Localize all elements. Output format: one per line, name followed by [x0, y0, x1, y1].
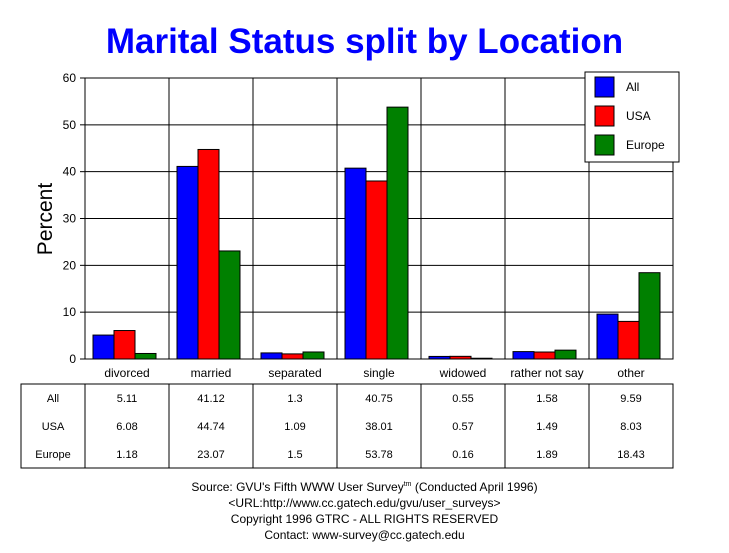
- table-cell: 1.89: [536, 449, 557, 461]
- table-cell: 1.58: [536, 393, 557, 405]
- bar-europe-single: [386, 106, 409, 360]
- table-cell: 1.09: [284, 421, 305, 433]
- bar-europe-divorced: [134, 352, 157, 360]
- table-cell: 1.5: [287, 449, 302, 461]
- category-label: other: [617, 366, 644, 380]
- y-tick-label: 40: [63, 165, 77, 179]
- bar-usa-separated: [281, 353, 304, 360]
- category-label: divorced: [104, 366, 149, 380]
- copyright-line: Copyright 1996 GTRC - ALL RIGHTS RESERVE…: [230, 512, 499, 526]
- source-line: Source: GVU's Fifth WWW User Surveytm (C…: [0, 477, 729, 495]
- table-cell: 1.49: [536, 421, 557, 433]
- y-tick-label: 20: [63, 258, 77, 272]
- bar-usa-single: [365, 180, 388, 360]
- table-cell: 38.01: [365, 421, 393, 433]
- legend-label: USA: [626, 109, 651, 123]
- table-cell: 41.12: [197, 393, 225, 405]
- bar-europe-other: [638, 272, 661, 360]
- y-tick-label: 30: [63, 212, 77, 226]
- data-table: All 5.11 41.12 1.3 40.75 0.55 1.58 9.59 USA 6.08 4…: [20, 383, 674, 469]
- bar-usa-married: [197, 148, 220, 360]
- table-cell: 23.07: [197, 449, 225, 461]
- bar-all-single: [344, 167, 367, 360]
- table-frame: [20, 383, 674, 469]
- url-line: <URL:http://www.cc.gatech.edu/gvu/user_s…: [228, 496, 501, 510]
- bar-all-other: [596, 313, 619, 360]
- category-label: widowed: [439, 366, 487, 380]
- legend-swatch: [594, 134, 615, 156]
- table-row-label: All: [47, 393, 59, 405]
- y-tick-label: 0: [69, 352, 76, 366]
- contact-line: Contact: www-survey@cc.gatech.edu: [264, 528, 465, 542]
- table-row-label: USA: [42, 421, 65, 433]
- bar-europe-married: [218, 250, 241, 360]
- category-label: married: [191, 366, 232, 380]
- table-cell: 40.75: [365, 393, 393, 405]
- chart-title: Marital Status split by Location: [105, 22, 624, 61]
- category-labels: divorced married separated single widowed rat…: [104, 366, 644, 380]
- bar-usa-divorced: [113, 330, 136, 360]
- trademark-sup: tm: [403, 481, 412, 488]
- table-cell: 0.55: [452, 393, 473, 405]
- source-text: Source: GVU's Fifth WWW User Survey: [191, 480, 404, 494]
- y-tick-label: 60: [63, 71, 77, 85]
- footer: Source: GVU's Fifth WWW User Surveytm (C…: [0, 477, 729, 543]
- bar-all-divorced: [92, 334, 115, 360]
- bar-usa-rather-not-say: [533, 351, 556, 360]
- legend-label: Europe: [626, 138, 665, 152]
- table-cell: 8.03: [620, 421, 641, 433]
- table-cell: 44.74: [197, 421, 225, 433]
- bar-europe-rather-not-say: [554, 349, 577, 360]
- y-axis-label: Percent: [34, 183, 57, 256]
- conducted-text: (Conducted April 1996): [411, 480, 538, 494]
- y-tick-label: 10: [63, 305, 77, 319]
- legend-swatch: [594, 76, 615, 98]
- bar-all-separated: [260, 352, 283, 360]
- y-tick-label: 50: [63, 118, 77, 132]
- legend-label: All: [626, 80, 639, 94]
- category-label: rather not say: [510, 366, 583, 380]
- bar-all-married: [176, 165, 199, 360]
- category-label: separated: [268, 366, 321, 380]
- category-label: single: [363, 366, 395, 380]
- table-cell: 6.08: [116, 421, 137, 433]
- table-cell: 9.59: [620, 393, 641, 405]
- table-cell: 1.18: [116, 449, 137, 461]
- bar-usa-other: [617, 320, 640, 360]
- table-cell: 1.3: [287, 393, 302, 405]
- legend: All USA Europe: [584, 71, 680, 163]
- y-tick-labels: 0 10 20 30 40 50 60: [63, 71, 85, 366]
- table-cell: 5.11: [117, 393, 138, 405]
- bar-europe-separated: [302, 351, 325, 360]
- table-cell: 53.78: [365, 449, 393, 461]
- table-cell: 0.16: [452, 449, 473, 461]
- table-row-label: Europe: [35, 449, 70, 461]
- legend-swatch: [594, 105, 615, 127]
- bars: [92, 106, 661, 360]
- table-cell: 0.57: [452, 421, 473, 433]
- table-cell: 18.43: [617, 449, 645, 461]
- bar-all-rather-not-say: [512, 351, 535, 360]
